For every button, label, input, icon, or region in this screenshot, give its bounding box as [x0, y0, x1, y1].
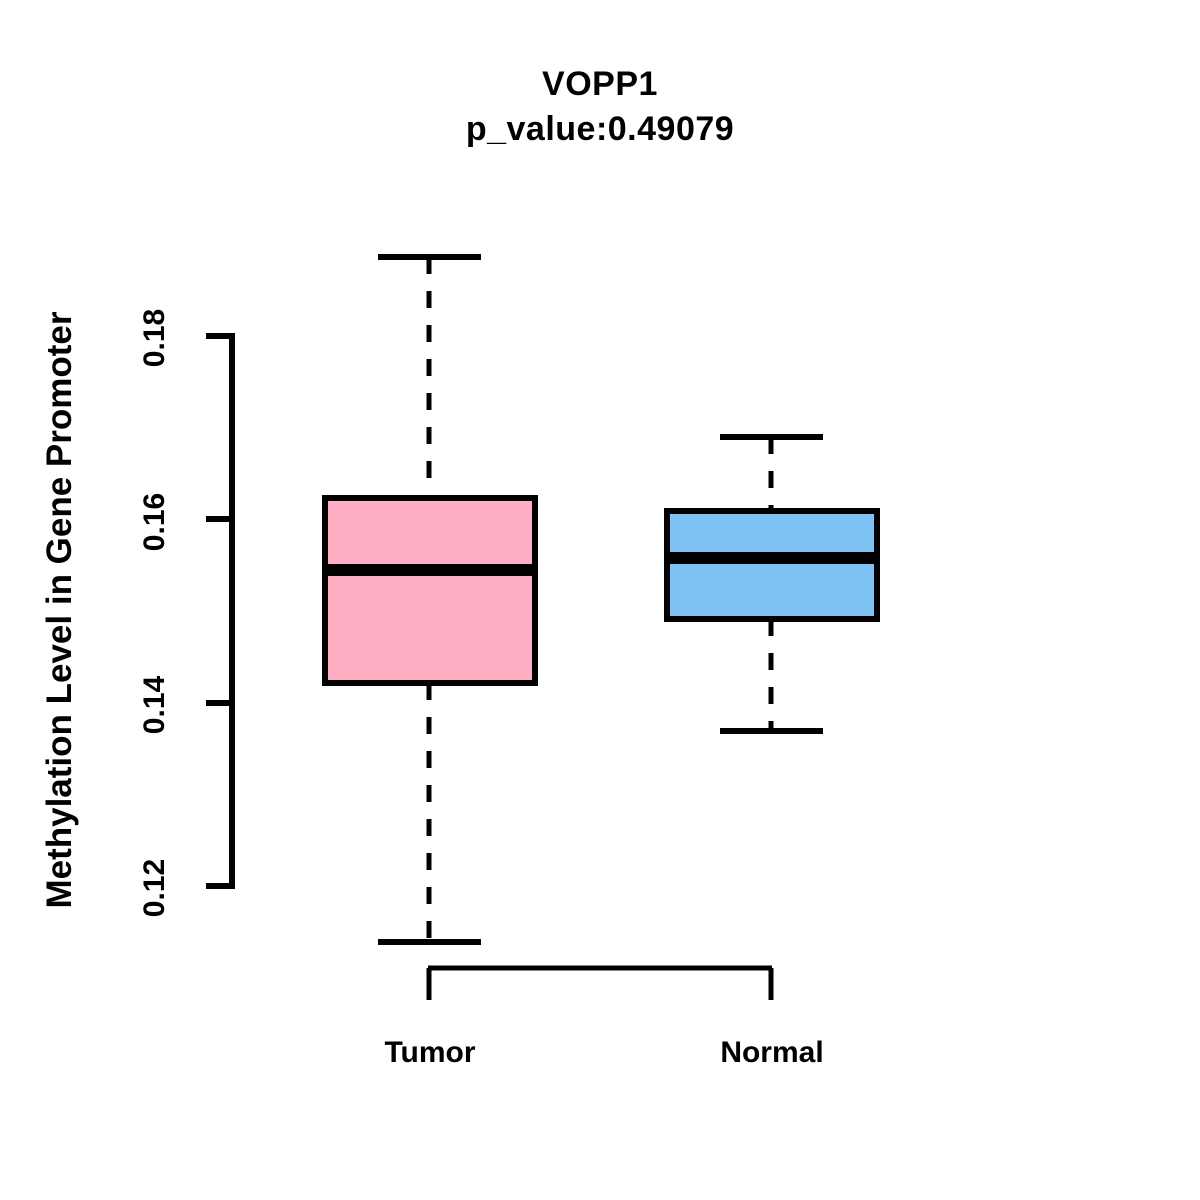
page-title: VOPP1: [542, 65, 658, 103]
box-tumor: [322, 254, 538, 945]
pvalue-subtitle: p_value:0.49079: [465, 110, 735, 148]
x-axis: [426, 965, 774, 1000]
normal-box-rect: [664, 508, 880, 622]
x-tick-label-tumor: Tumor: [384, 1036, 476, 1069]
chart-title-block: VOPP1 p_value:0.49079: [0, 62, 1200, 152]
tumor-box-rect: [322, 495, 538, 686]
y-axis: [206, 333, 235, 889]
box-normal: [664, 434, 880, 734]
x-tick-label-normal: Normal: [720, 1036, 824, 1069]
